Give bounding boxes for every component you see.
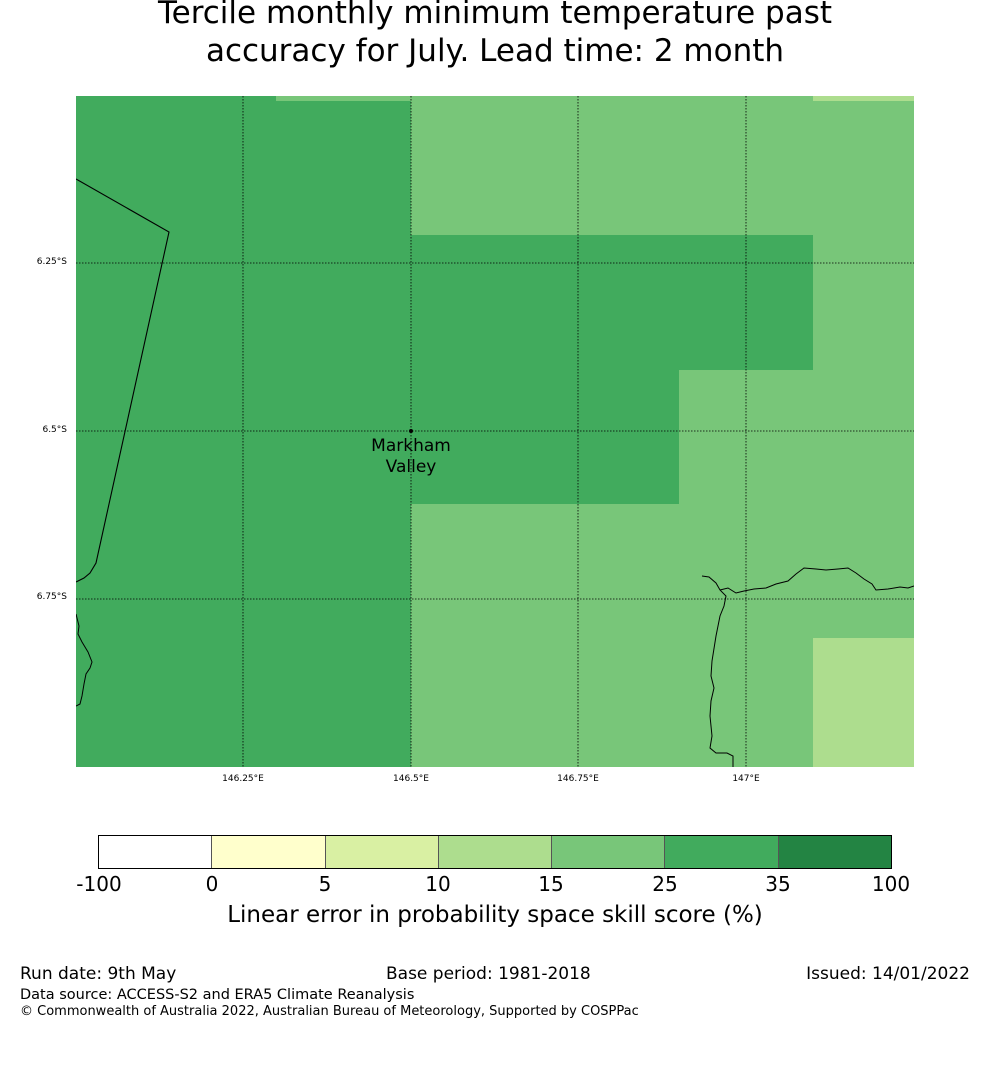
colorbar-segment xyxy=(665,836,779,868)
lon-label-146-5: 146.5°E xyxy=(393,774,429,784)
skill-cell-mid xyxy=(276,96,411,101)
lat-label-6-75: 6.75°S xyxy=(36,592,67,602)
coastline-north xyxy=(719,567,914,594)
colorbar-tick: 5 xyxy=(318,872,332,896)
colorbar-segment xyxy=(438,836,553,868)
lon-label-146-25: 146.25°E xyxy=(222,774,264,784)
colorbar-segment xyxy=(778,836,891,868)
colorbar-tick: 100 xyxy=(871,872,911,896)
lat-label-6-5: 6.5°S xyxy=(42,425,67,435)
colorbar-tick: -100 xyxy=(76,872,122,896)
colorbar-tick: 15 xyxy=(538,872,564,896)
colorbar-tick: 35 xyxy=(765,872,791,896)
colorbar-segment xyxy=(99,836,213,868)
map-panel: Markham Valley xyxy=(76,96,914,767)
skill-cell-light xyxy=(813,96,914,101)
colorbar-segment xyxy=(325,836,439,868)
base-period: Base period: 1981-2018 xyxy=(386,964,591,984)
lon-label-147: 147°E xyxy=(732,774,760,784)
skill-cell-light xyxy=(813,638,914,767)
data-source: Data source: ACCESS-S2 and ERA5 Climate … xyxy=(20,987,415,1003)
lon-label-146-75: 146.75°E xyxy=(557,774,599,784)
place-label: Markham Valley xyxy=(356,436,466,478)
issued-date: Issued: 14/01/2022 xyxy=(806,964,970,984)
colorbar-segment xyxy=(552,836,666,868)
place-label-line-1: Markham xyxy=(371,436,451,456)
map-title: Tercile monthly minimum temperature past… xyxy=(0,0,990,70)
colorbar-tick: 0 xyxy=(205,872,219,896)
location-marker xyxy=(409,429,413,433)
colorbar-label: Linear error in probability space skill … xyxy=(227,902,763,928)
colorbar-segment xyxy=(212,836,326,868)
colorbar-tick: 25 xyxy=(652,872,678,896)
title-line-2: accuracy for July. Lead time: 2 month xyxy=(205,33,785,69)
graticule xyxy=(76,96,914,767)
place-label-line-2: Valley xyxy=(385,457,437,477)
title-line-1: Tercile monthly minimum temperature past xyxy=(157,0,833,31)
coastline-west xyxy=(76,613,93,707)
colorbar xyxy=(98,835,892,869)
lat-label-6-25: 6.25°S xyxy=(36,257,67,267)
border-line xyxy=(76,178,170,583)
map-svg xyxy=(76,96,914,767)
copyright: © Commonwealth of Australia 2022, Austra… xyxy=(20,1004,639,1019)
run-date: Run date: 9th May xyxy=(20,964,177,984)
colorbar-tick: 10 xyxy=(425,872,451,896)
